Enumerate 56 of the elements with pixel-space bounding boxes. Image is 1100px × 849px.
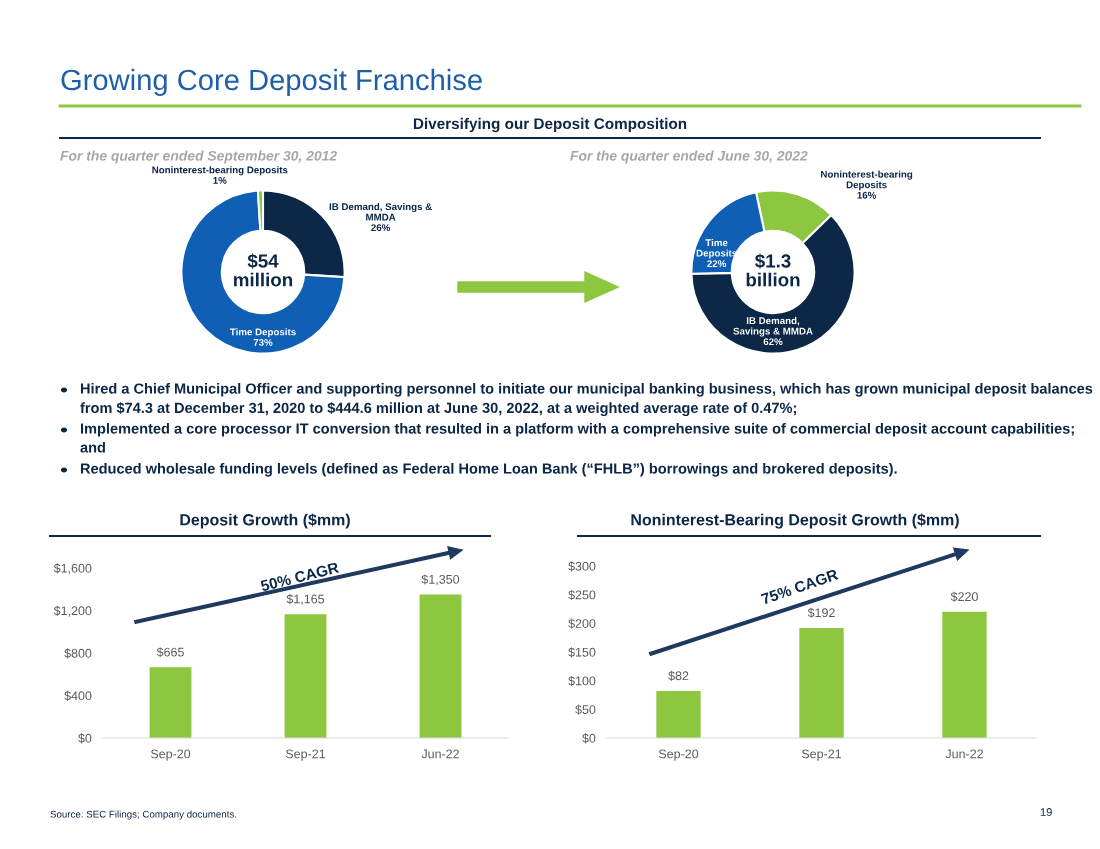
text: Diversifying our Deposit Composition — [413, 117, 687, 133]
chart-title: Noninterest-Bearing Deposit Growth ($mm) — [631, 513, 959, 529]
y-tick-label: $1,200 — [53, 605, 92, 617]
annotation: 50% CAGR — [260, 561, 340, 592]
slice-label: Time Deposits — [229, 328, 296, 338]
text: $1.3 billion — [746, 253, 800, 287]
text: Implemented a core processor IT conversion that resulted in a platform with a comprehensive suite of commercial deposit account capabilities; and — [80, 423, 1074, 453]
source-note: Source: SEC Filings; Company documents. — [50, 810, 237, 820]
y-tick-label: $50 — [575, 704, 596, 715]
y-tick-label: $0 — [78, 733, 92, 744]
data-label: 16% — [857, 191, 877, 199]
data-label: 26% — [371, 224, 391, 232]
text: Hired a Chief Municipal Officer and supporting personnel to initiate our municipal banking business, which has grown municipal deposit balances from $74.3 at December 31, 2020 to $444.6 million at June 30, 2022, at a weighted average rate of 0.47%; — [80, 383, 1093, 416]
data-label: $82 — [668, 670, 689, 681]
slice-label: IB Demand, Savings & MMDA — [329, 202, 432, 221]
data-label: 22% — [707, 260, 727, 268]
data-label: $220 — [950, 591, 978, 602]
y-tick-label: $0 — [582, 733, 596, 744]
text: $54 million — [234, 253, 293, 287]
bar — [799, 627, 844, 738]
bar — [656, 690, 701, 738]
text: Growing Core Deposit Franchise — [61, 68, 482, 97]
data-label: 62% — [763, 338, 783, 346]
data-label: $192 — [807, 607, 835, 618]
chart-subtitle: For the quarter ended June 30, 2022 — [570, 150, 808, 164]
x-tick-label: Jun-22 — [421, 749, 459, 759]
y-tick-label: $250 — [568, 589, 596, 601]
bar — [942, 611, 987, 738]
y-tick-label: $1,600 — [53, 563, 92, 575]
text: 19 — [1040, 808, 1052, 816]
data-label: $1,165 — [286, 594, 325, 605]
y-tick-label: $400 — [64, 690, 92, 701]
x-tick-label: Sep-20 — [658, 749, 699, 761]
bar — [149, 667, 192, 738]
y-tick-label: $200 — [568, 618, 596, 629]
y-tick-label: $800 — [64, 648, 92, 659]
slice-label: IB Demand, Savings & MMDA — [733, 316, 813, 337]
x-tick-label: Sep-21 — [801, 749, 842, 761]
data-label: 73% — [253, 338, 273, 346]
data-label: $665 — [156, 647, 184, 658]
slice-label: Noninterest-bearing Deposits — [821, 170, 913, 191]
x-tick-label: Sep-21 — [285, 749, 326, 761]
y-tick-label: $300 — [568, 561, 596, 572]
annotation: 75% CAGR — [760, 568, 839, 605]
bar — [419, 594, 462, 738]
slice-label: Noninterest-bearing Deposits — [152, 166, 288, 176]
x-tick-label: Sep-20 — [150, 749, 191, 761]
data-label: $1,350 — [421, 574, 460, 586]
text: Reduced wholesale funding levels (defined as Federal Home Loan Bank (“FHLB”) borrowings and brokered deposits). — [80, 463, 897, 477]
bar — [284, 614, 327, 738]
x-tick-label: Jun-22 — [945, 749, 983, 759]
data-label: 1% — [213, 177, 227, 184]
chart-title: Deposit Growth ($mm) — [180, 513, 350, 529]
y-tick-label: $150 — [568, 647, 596, 658]
chart-subtitle: For the quarter ended September 30, 2012 — [60, 150, 337, 164]
y-tick-label: $100 — [568, 675, 596, 687]
